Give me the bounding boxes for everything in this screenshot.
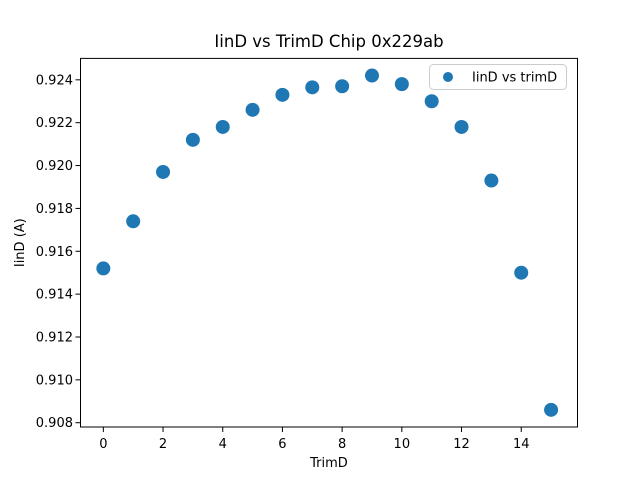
x-axis-ticks: 0 2 4 6 8 10 12 14	[99, 427, 530, 452]
data-point	[544, 402, 559, 417]
data-point	[364, 68, 379, 83]
y-axis-label: IinD (A)	[13, 218, 28, 267]
x-tick-label: 6	[278, 437, 286, 452]
data-point	[245, 102, 260, 117]
data-point	[305, 80, 320, 95]
y-tick-label: 0.916	[36, 245, 73, 260]
x-tick-label: 12	[453, 437, 470, 452]
y-tick-label: 0.914	[36, 288, 73, 303]
x-tick-label: 8	[338, 437, 346, 452]
y-tick-label: 0.922	[36, 116, 73, 131]
y-tick-label: 0.918	[36, 202, 73, 217]
data-point	[335, 79, 350, 94]
chart-title: IinD vs TrimD Chip 0x229ab	[214, 32, 443, 51]
data-point	[126, 214, 141, 229]
plot-area	[80, 57, 578, 428]
data-point	[454, 119, 469, 134]
data-point	[215, 119, 230, 134]
data-point	[424, 94, 439, 109]
x-tick-label: 0	[99, 437, 107, 452]
data-points	[96, 68, 559, 417]
legend-marker-icon	[443, 72, 453, 82]
data-point	[394, 77, 409, 92]
legend-box	[429, 64, 567, 90]
y-tick-label: 0.910	[36, 373, 73, 388]
legend-label: IinD vs trimD	[472, 71, 557, 86]
data-point	[275, 87, 290, 102]
x-tick-label: 4	[219, 437, 227, 452]
data-point	[156, 164, 171, 179]
y-tick-label: 0.908	[36, 416, 73, 431]
data-point	[185, 132, 200, 147]
x-axis-label: TrimD	[309, 456, 348, 471]
x-tick-label: 14	[513, 437, 530, 452]
legend: IinD vs trimD	[429, 64, 567, 90]
y-tick-label: 0.920	[36, 159, 73, 174]
data-point	[484, 173, 499, 188]
x-tick-label: 10	[394, 437, 411, 452]
y-tick-label: 0.912	[36, 330, 73, 345]
y-axis-ticks: 0.908 0.910 0.912 0.914 0.916 0.918 0.920 0.922…	[36, 73, 81, 431]
y-tick-label: 0.924	[36, 73, 73, 88]
data-point	[96, 261, 111, 276]
data-point	[514, 265, 529, 280]
x-tick-label: 2	[159, 437, 167, 452]
